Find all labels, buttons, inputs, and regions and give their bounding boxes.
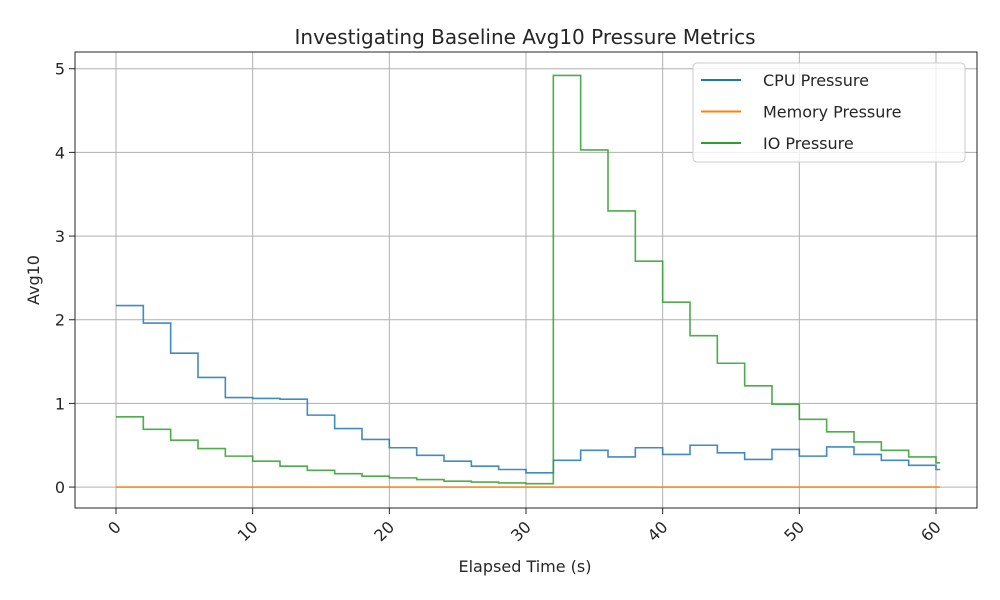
y-tick-label: 5 bbox=[55, 60, 65, 79]
y-tick-label: 3 bbox=[55, 227, 65, 246]
legend-label: IO Pressure bbox=[763, 134, 854, 153]
y-tick-label: 0 bbox=[55, 478, 65, 497]
y-tick-label: 4 bbox=[55, 143, 65, 162]
series-line-cpu-pressure bbox=[116, 304, 941, 474]
legend-label: Memory Pressure bbox=[763, 103, 901, 122]
y-tick-label: 1 bbox=[55, 394, 65, 413]
x-axis-label: Elapsed Time (s) bbox=[459, 557, 592, 576]
legend-label: CPU Pressure bbox=[763, 71, 869, 90]
chart-title: Investigating Baseline Avg10 Pressure Me… bbox=[295, 25, 756, 49]
y-tick-label: 2 bbox=[55, 311, 65, 330]
legend-box bbox=[692, 62, 966, 163]
legend: CPU Pressure Memory Pressure IO Pressure bbox=[692, 62, 966, 163]
series-line-io-pressure bbox=[116, 74, 941, 485]
y-axis-label: Avg10 bbox=[24, 255, 43, 305]
series-lines bbox=[116, 74, 941, 488]
